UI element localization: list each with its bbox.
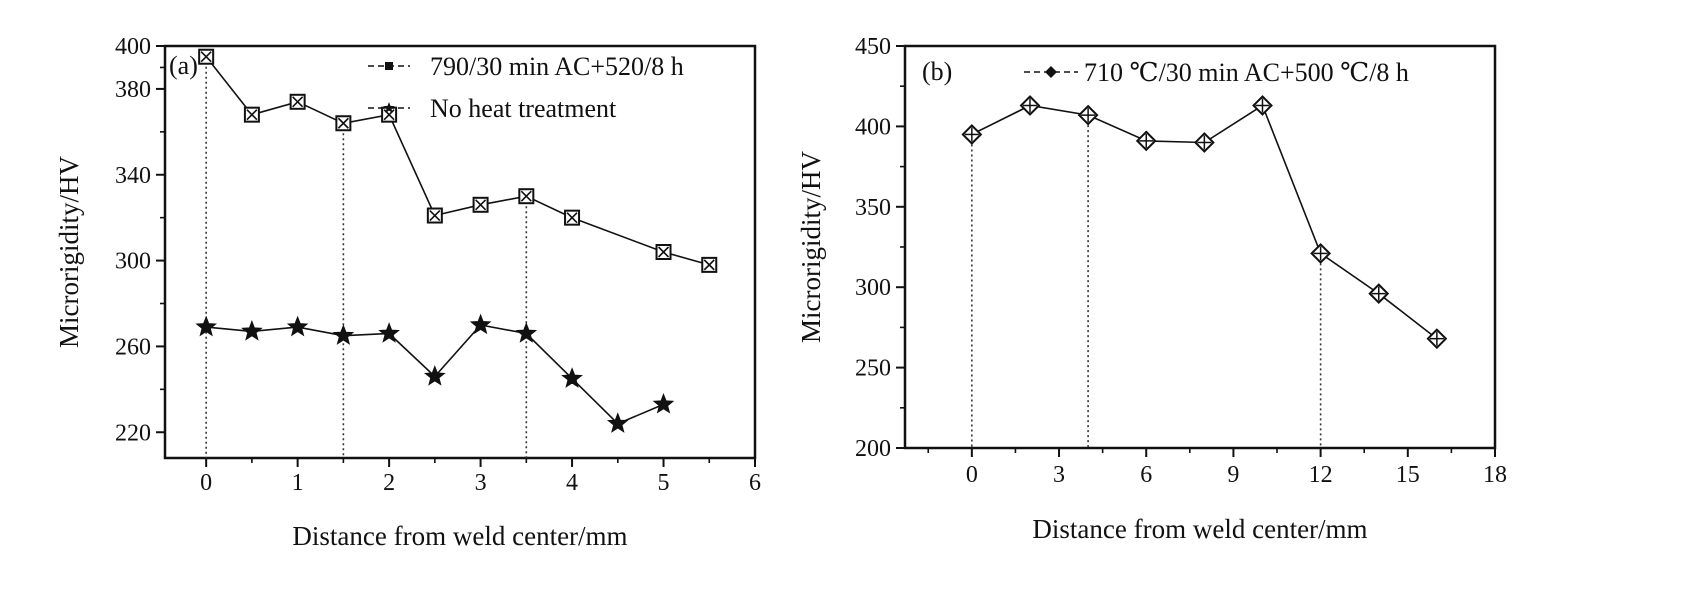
data-point (198, 48, 215, 65)
data-point (961, 124, 983, 145)
x-tick-label: 9 (1227, 462, 1239, 488)
data-point (561, 367, 583, 388)
x-tick-label: 3 (475, 470, 487, 496)
y-tick-label: 260 (115, 334, 151, 360)
plot-frame (903, 44, 1497, 450)
x-axis-title: Distance from weld center/mm (292, 521, 627, 551)
y-tick-label: 350 (855, 195, 891, 221)
y-tick-label: 400 (115, 34, 151, 60)
x-tick-label: 0 (966, 462, 978, 488)
data-point (426, 207, 443, 224)
x-tick-label: 1 (292, 470, 304, 496)
data-point (1426, 328, 1448, 350)
data-point (1077, 104, 1099, 126)
data-point (1310, 243, 1332, 264)
data-point (289, 93, 306, 110)
x-tick-label: 4 (566, 470, 578, 496)
data-point (1368, 283, 1390, 305)
data-point (423, 365, 446, 386)
y-tick-label: 400 (855, 114, 891, 140)
data-point (518, 188, 535, 205)
y-tick-label: 300 (855, 275, 891, 301)
x-tick-label: 5 (658, 470, 670, 496)
legend-label: 710 ℃/30 min AC+500 ℃/8 h (1084, 58, 1409, 87)
series-line (205, 56, 710, 266)
data-point (469, 313, 492, 335)
panel-label: (a) (169, 51, 198, 80)
data-point (332, 324, 355, 345)
data-point (241, 320, 263, 341)
data-point (1135, 130, 1157, 152)
x-tick-label: 12 (1309, 462, 1333, 488)
x-tick-label: 6 (1140, 462, 1152, 488)
y-tick-label: 220 (115, 420, 151, 446)
data-point (652, 393, 675, 414)
x-tick-label: 15 (1396, 462, 1420, 488)
chart-panel-a: 0 1 2 3 4 5 6 220 260 300 340 380 400 Distance from w… (54, 34, 761, 551)
x-tick-label: 18 (1483, 462, 1507, 488)
legend-label: 790/30 min AC+520/8 h (430, 52, 684, 81)
legend-marker (1045, 66, 1057, 78)
data-point (515, 322, 538, 343)
data-point (378, 322, 400, 343)
panel-label: (b) (922, 57, 952, 86)
x-tick-label: 2 (383, 470, 395, 496)
y-tick-label: 450 (855, 34, 891, 60)
y-tick-label: 300 (115, 249, 151, 275)
y-tick-label: 200 (855, 436, 891, 462)
data-point (701, 256, 718, 273)
y-tick-label: 250 (855, 356, 891, 382)
data-point (606, 412, 629, 433)
y-axis-title: Microrigidity/HV (796, 151, 826, 343)
x-axis-title: Distance from weld center/mm (1032, 514, 1367, 544)
data-point (1193, 132, 1215, 153)
x-tick-label: 3 (1053, 462, 1065, 488)
data-point (564, 209, 581, 226)
chart-panel-b: 0 3 6 9 12 15 18 200 250 300 350 400 450 Distance fro… (796, 34, 1507, 544)
y-tick-label: 340 (115, 163, 151, 189)
x-tick-label: 6 (749, 470, 761, 496)
data-point (655, 244, 672, 260)
plot-frame (163, 44, 757, 460)
data-point (335, 115, 352, 132)
legend-marker (385, 62, 393, 70)
data-point (195, 315, 218, 337)
data-point (472, 196, 489, 213)
data-point (286, 315, 309, 337)
y-axis-title: Microrigidity/HV (54, 156, 84, 348)
data-point (1019, 95, 1041, 116)
legend-label: No heat treatment (430, 94, 617, 123)
x-tick-label: 0 (200, 470, 212, 496)
data-point (243, 106, 260, 123)
legend-marker (383, 102, 395, 113)
y-tick-label: 380 (115, 77, 151, 103)
data-point (1252, 95, 1273, 116)
